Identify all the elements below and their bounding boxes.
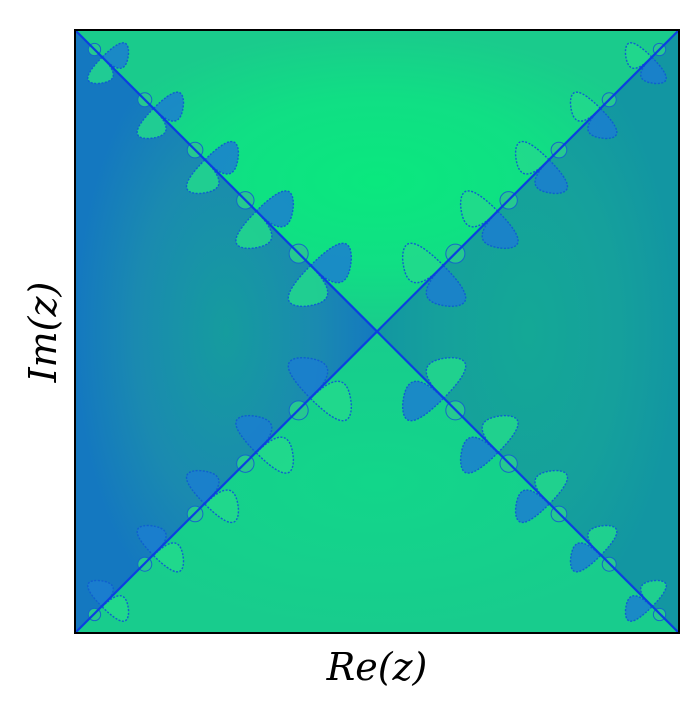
fractal-lobe [287,356,329,400]
plot-frame [74,29,680,634]
fractal-lobe [569,91,602,122]
fractal-lobe [624,595,653,622]
fractal-lobe [459,436,499,474]
fractal-lobe [309,242,353,284]
fractal-lobe [569,542,602,573]
fractal-lobe [136,107,167,140]
fractal-lobe [185,469,220,506]
fractal-lobe [425,356,467,400]
fractal-lobe [425,264,467,308]
fractal-lobe [514,489,551,524]
fractal-lobe [287,264,329,308]
fractal-lobe [101,595,130,622]
fractal-lobe [152,542,185,573]
fractal-lobe [203,140,240,175]
fractal-lobe [309,380,353,422]
basin-left [75,30,377,633]
fractal-lobe [481,414,519,454]
fractal-lobe [640,56,667,85]
fractal-lobe [587,107,618,140]
fractal-lobe [203,489,240,524]
fractal-lobe [235,210,273,250]
y-axis-label: Im(z) [21,282,65,384]
x-axis-label: Re(z) [326,645,428,689]
fractal-lobe [459,190,499,228]
diagonal-boundary-anti [75,30,679,633]
fractal-lobe [87,56,114,85]
fractal-lobe [401,380,445,422]
basin-top [75,30,679,332]
fractal-lobe [255,436,295,474]
fractal-lobe [514,140,551,175]
fractal-lobe [235,414,273,454]
fractal-lobe [401,242,445,284]
fractal-lobe [152,91,185,122]
fractal-lobe [624,42,653,69]
fractal-lobe [481,210,519,250]
plot-area [75,30,679,633]
fractal-lobe [534,469,569,506]
basin-right [377,30,679,633]
fractal-lobes [87,42,667,622]
fractal-lobe [534,158,569,195]
fractal-lobe [101,42,130,69]
fractal-lobe [255,190,295,228]
fractal-lobe [185,158,220,195]
basin-bottom [75,332,679,633]
